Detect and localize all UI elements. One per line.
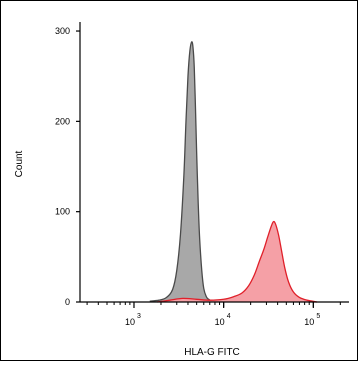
y-tick-label-0: 0: [65, 297, 70, 307]
x-tick-label-1: 10: [215, 317, 225, 327]
y-tick-label-3: 300: [55, 26, 70, 36]
y-tick-label-1: 100: [55, 207, 70, 217]
series-layer: [149, 41, 318, 303]
y-tick-label-2: 200: [55, 116, 70, 126]
x-tick-label-0: 10: [125, 317, 135, 327]
series-1-line: [156, 220, 318, 303]
x-tick-exponent-0: 3: [137, 313, 141, 320]
x-tick-exponent-1: 4: [227, 313, 231, 320]
x-tick-exponent-2: 5: [316, 313, 320, 320]
series-0-area: [149, 41, 218, 303]
series-1-area: [156, 221, 318, 302]
y-axis-label: Count: [14, 150, 25, 177]
series-0-line: [149, 41, 218, 303]
x-tick-label-2: 10: [304, 317, 314, 327]
x-axis-label: HLA-G FITC: [184, 347, 240, 358]
